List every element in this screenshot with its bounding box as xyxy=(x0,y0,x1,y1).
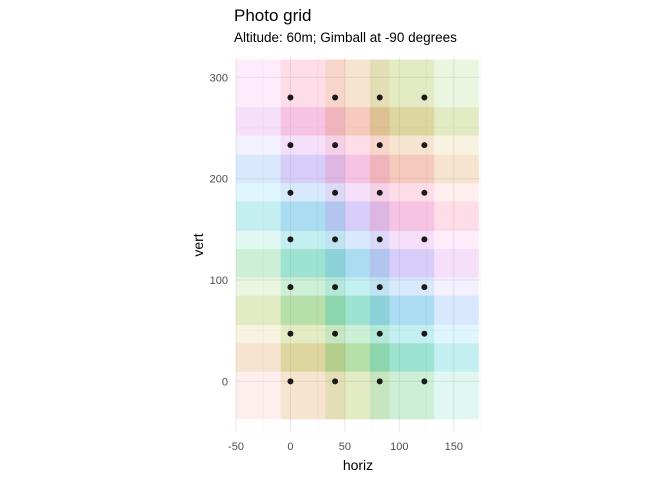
x-tick-label: 50 xyxy=(339,441,351,453)
data-point xyxy=(332,330,339,337)
data-point xyxy=(376,378,383,385)
x-tick-label: 0 xyxy=(287,441,293,453)
photo-footprints xyxy=(236,59,479,420)
data-point xyxy=(376,189,383,196)
data-point xyxy=(376,236,383,243)
data-point xyxy=(376,330,383,337)
data-point xyxy=(376,284,383,291)
y-tick-label: 100 xyxy=(210,275,228,287)
x-tick-label: 100 xyxy=(390,441,408,453)
data-point xyxy=(332,189,339,196)
data-point xyxy=(421,94,428,101)
x-tick-label: 150 xyxy=(445,441,463,453)
data-point xyxy=(421,142,428,149)
grid-lines xyxy=(235,57,482,433)
y-axis-title: vert xyxy=(190,233,206,256)
data-point xyxy=(287,142,294,149)
data-point xyxy=(421,330,428,337)
y-tick-label: 200 xyxy=(210,174,228,186)
data-point xyxy=(287,189,294,196)
data-point xyxy=(332,142,339,149)
x-axis-title: horiz xyxy=(343,457,373,473)
chart-title: Photo grid xyxy=(234,6,312,25)
data-point xyxy=(421,236,428,243)
y-tick-label: 300 xyxy=(210,72,228,84)
y-tick-label: 0 xyxy=(222,376,228,388)
data-point xyxy=(287,378,294,385)
chart-subtitle: Altitude: 60m; Gimball at -90 degrees xyxy=(234,30,457,45)
data-point xyxy=(421,378,428,385)
x-tick-label: -50 xyxy=(228,441,244,453)
data-point xyxy=(287,330,294,337)
data-point xyxy=(332,94,339,101)
x-axis-ticks: -50 0 50 100 150 xyxy=(228,441,463,453)
data-point xyxy=(421,284,428,291)
data-point xyxy=(421,189,428,196)
data-point xyxy=(287,236,294,243)
camera-positions xyxy=(287,94,428,385)
data-point xyxy=(332,284,339,291)
data-point xyxy=(287,94,294,101)
data-point xyxy=(332,236,339,243)
data-point xyxy=(376,94,383,101)
data-point xyxy=(287,284,294,291)
y-axis-ticks: 0 100 200 300 xyxy=(210,72,228,388)
data-point xyxy=(332,378,339,385)
data-point xyxy=(376,142,383,149)
